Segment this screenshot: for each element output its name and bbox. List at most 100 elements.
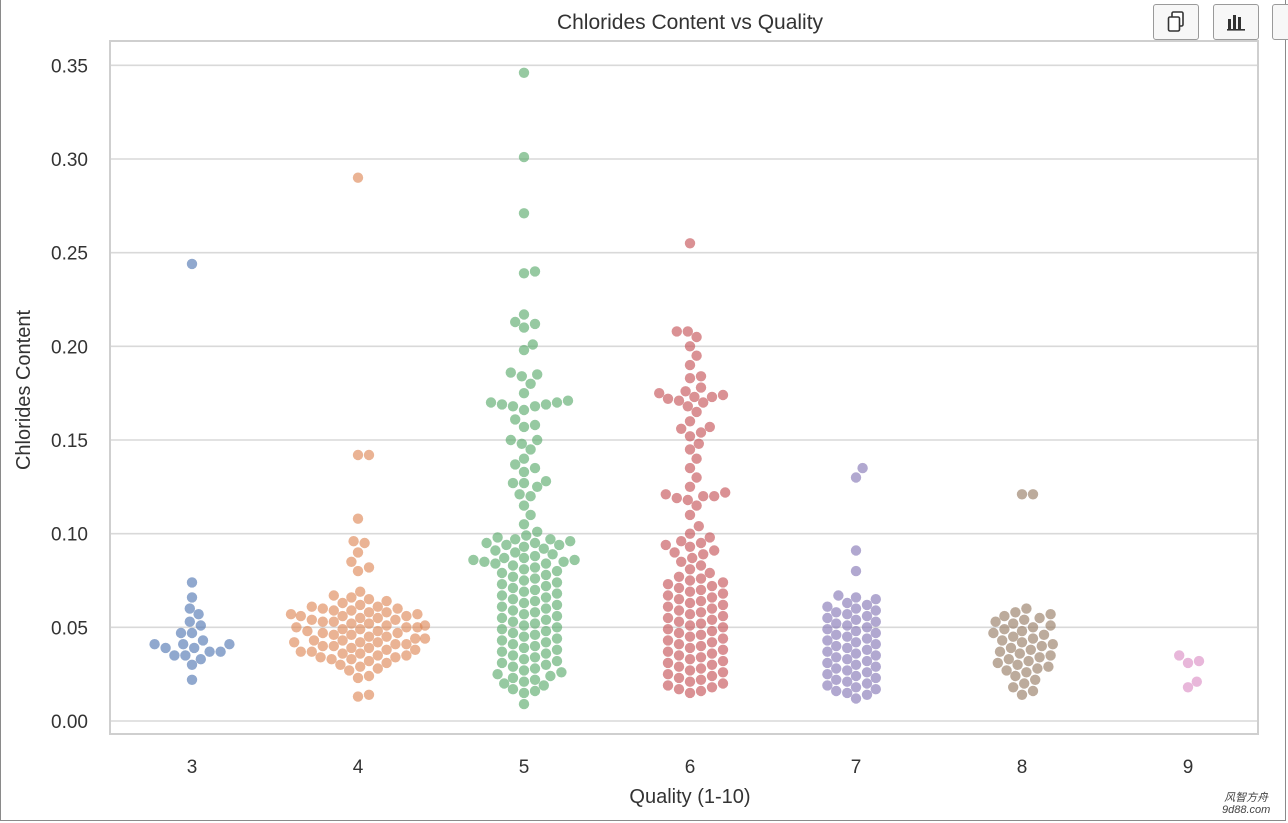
data-point-quality-4 xyxy=(372,637,383,648)
data-point-quality-5 xyxy=(551,577,563,588)
data-point-quality-6 xyxy=(706,659,718,670)
data-point-quality-3 xyxy=(169,650,180,661)
data-point-quality-5 xyxy=(562,395,574,406)
data-point-quality-7 xyxy=(861,667,873,678)
data-point-quality-6 xyxy=(717,655,729,667)
data-point-quality-4 xyxy=(381,620,392,631)
data-point-quality-5 xyxy=(529,401,541,412)
data-point-quality-6 xyxy=(684,609,696,620)
data-point-quality-5 xyxy=(529,266,541,277)
data-point-quality-4 xyxy=(352,691,364,702)
data-point-quality-8 xyxy=(1001,665,1012,676)
data-point-quality-4 xyxy=(291,622,302,633)
data-point-quality-5 xyxy=(518,654,530,665)
data-point-quality-6 xyxy=(684,541,696,552)
data-point-quality-5 xyxy=(505,367,516,378)
data-point-quality-5 xyxy=(496,646,508,657)
data-point-quality-8 xyxy=(1016,637,1028,648)
data-point-quality-5 xyxy=(551,633,563,644)
data-point-quality-4 xyxy=(317,616,328,627)
data-point-quality-5 xyxy=(518,575,530,586)
data-point-quality-8 xyxy=(1027,685,1039,697)
data-point-quality-8 xyxy=(1016,689,1028,700)
data-point-quality-6 xyxy=(684,444,696,455)
data-point-quality-5 xyxy=(529,640,541,652)
data-point-quality-5 xyxy=(518,631,530,642)
data-point-quality-3 xyxy=(189,642,200,654)
y-tick-label: 0.00 xyxy=(51,712,88,733)
data-point-quality-4 xyxy=(355,599,366,611)
data-point-quality-7 xyxy=(831,629,842,640)
data-point-quality-7 xyxy=(850,603,862,614)
data-point-quality-7 xyxy=(850,637,862,648)
data-point-quality-8 xyxy=(1045,620,1056,631)
data-point-quality-4 xyxy=(306,614,317,625)
data-point-quality-4 xyxy=(372,601,383,612)
data-point-quality-5 xyxy=(496,635,508,646)
chart-button[interactable] xyxy=(1213,4,1259,40)
data-point-quality-6 xyxy=(673,582,685,594)
more-button[interactable] xyxy=(1272,4,1288,40)
data-point-quality-5 xyxy=(529,652,541,663)
data-point-quality-8 xyxy=(1043,661,1054,672)
data-point-quality-8 xyxy=(1025,644,1037,655)
data-point-quality-6 xyxy=(706,592,718,603)
data-point-quality-6 xyxy=(695,595,707,607)
data-point-quality-7 xyxy=(850,614,862,625)
data-point-quality-6 xyxy=(684,687,696,699)
data-point-quality-5 xyxy=(507,661,519,672)
data-point-quality-4 xyxy=(363,670,375,682)
data-point-quality-3 xyxy=(197,635,209,646)
data-point-quality-8 xyxy=(1036,640,1048,652)
data-point-quality-8 xyxy=(1023,655,1034,667)
data-point-quality-5 xyxy=(558,556,569,567)
data-point-quality-7 xyxy=(861,633,873,644)
copy-button[interactable] xyxy=(1153,4,1199,40)
data-point-quality-6 xyxy=(706,682,718,693)
data-point-quality-6 xyxy=(691,472,702,483)
data-point-quality-4 xyxy=(372,625,383,637)
data-point-quality-5 xyxy=(540,476,552,487)
data-point-quality-8 xyxy=(990,616,1001,627)
data-point-quality-6 xyxy=(695,674,707,685)
data-point-quality-5 xyxy=(540,614,552,625)
data-point-quality-8 xyxy=(1018,678,1030,689)
data-point-quality-5 xyxy=(496,399,508,410)
data-point-quality-5 xyxy=(529,573,541,584)
data-point-quality-3 xyxy=(186,577,198,588)
data-point-quality-4 xyxy=(352,672,364,684)
data-point-quality-5 xyxy=(516,438,527,449)
data-point-quality-5 xyxy=(492,669,503,680)
data-point-quality-6 xyxy=(654,388,665,399)
y-axis-label: Chlorides Content xyxy=(13,310,35,471)
data-point-quality-5 xyxy=(532,369,543,380)
data-point-quality-6 xyxy=(695,685,707,697)
data-point-quality-4 xyxy=(390,614,401,625)
data-point-quality-4 xyxy=(326,654,337,665)
data-point-quality-4 xyxy=(302,625,313,637)
data-point-quality-6 xyxy=(673,650,685,661)
data-point-quality-6 xyxy=(691,453,702,464)
data-point-quality-3 xyxy=(204,646,215,657)
data-point-quality-6 xyxy=(684,676,696,687)
data-point-quality-5 xyxy=(545,670,556,682)
data-point-quality-4 xyxy=(372,650,383,661)
data-point-quality-7 xyxy=(831,685,842,697)
data-point-quality-6 xyxy=(706,625,718,637)
data-point-quality-8 xyxy=(1005,642,1017,654)
data-point-quality-7 xyxy=(833,590,844,601)
data-point-quality-4 xyxy=(401,622,412,633)
data-point-quality-6 xyxy=(695,652,707,663)
data-point-quality-6 xyxy=(695,663,707,674)
watermark: 风智方舟 9d88.com xyxy=(1222,792,1270,816)
x-tick-label: 9 xyxy=(1183,757,1194,778)
data-point-quality-7 xyxy=(861,678,873,689)
data-point-quality-4 xyxy=(363,562,375,573)
data-point-quality-3 xyxy=(224,639,235,650)
data-point-quality-5 xyxy=(518,698,530,710)
data-point-quality-6 xyxy=(717,678,729,689)
data-point-quality-5 xyxy=(518,421,530,433)
data-point-quality-5 xyxy=(525,378,536,389)
data-point-quality-5 xyxy=(532,481,543,492)
